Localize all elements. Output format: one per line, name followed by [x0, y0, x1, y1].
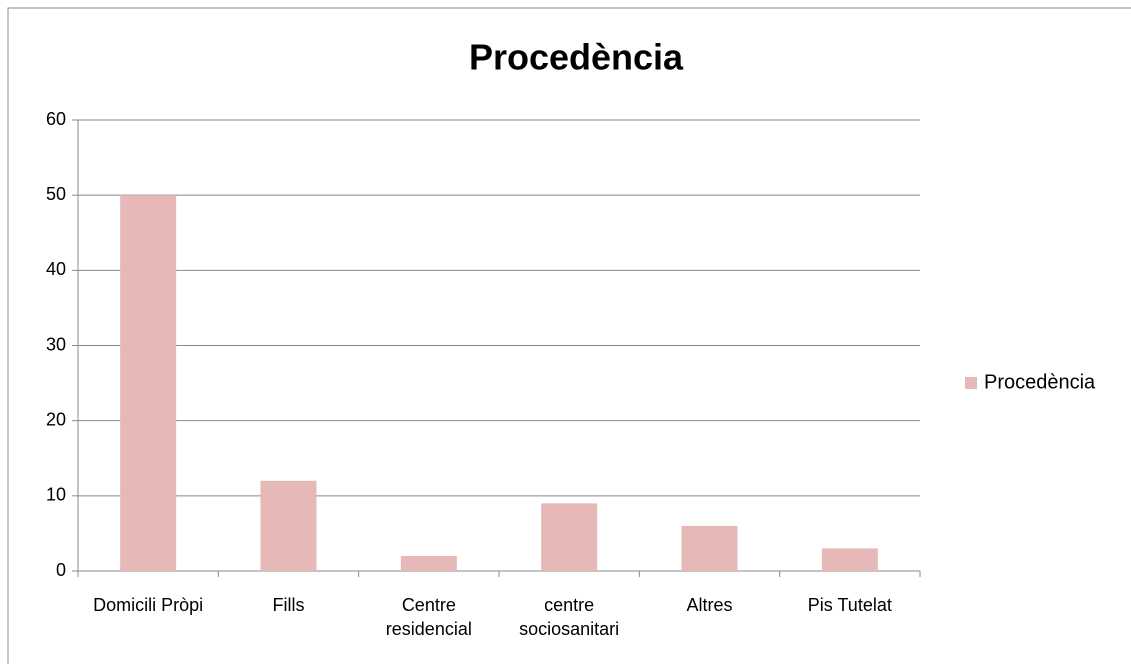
y-tick-label: 10	[46, 485, 66, 505]
legend-swatch	[965, 377, 977, 389]
chart-title: Procedència	[469, 37, 684, 78]
bar	[541, 503, 598, 571]
y-tick-label: 50	[46, 184, 66, 204]
x-tick-label: Centre residencial	[385, 595, 472, 639]
y-tick-label: 60	[46, 109, 66, 129]
legend-label: Procedència	[984, 371, 1096, 393]
bar	[120, 195, 177, 571]
x-tick-label: Pis Tutelat	[807, 595, 892, 615]
x-tick-label: Fills	[272, 595, 305, 615]
y-tick-label: 20	[46, 409, 66, 429]
chart-border	[7, 7, 1131, 664]
x-tick-label: centre sociosanitari	[519, 595, 620, 639]
bar	[400, 555, 457, 571]
x-tick-label: Domicili Pròpi	[93, 595, 204, 615]
bar	[821, 548, 878, 571]
bar	[260, 480, 317, 571]
x-tick-label: Altres	[686, 595, 733, 615]
y-tick-label: 40	[46, 259, 66, 279]
y-tick-label: 30	[46, 334, 66, 354]
bar	[681, 525, 738, 571]
y-tick-label: 0	[56, 560, 66, 580]
